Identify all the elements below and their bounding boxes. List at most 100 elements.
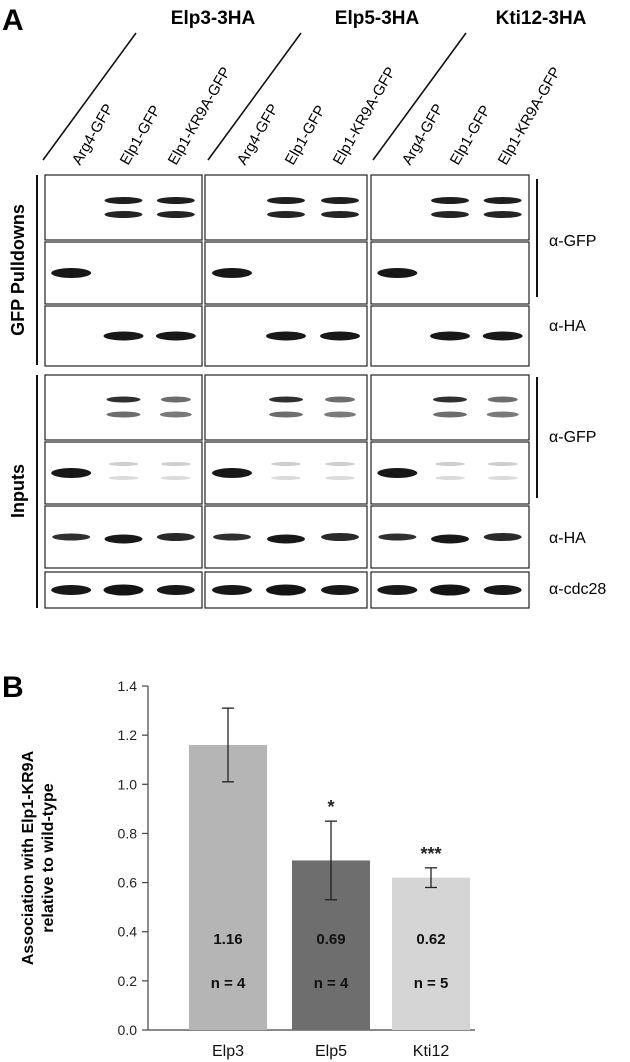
blot-band	[267, 197, 305, 204]
lane-label: Elp1-KR9A-GFP	[330, 64, 400, 168]
y-tick-label: 0.4	[118, 924, 138, 940]
blot-frame	[44, 174, 203, 241]
y-axis-title-line2: relative to wild-type	[40, 783, 57, 932]
blot-band	[52, 533, 91, 541]
lane-label: Elp1-KR9A-GFP	[165, 64, 235, 168]
blot-panel	[370, 441, 530, 505]
panel-b-letter: B	[2, 671, 24, 704]
blot-band	[433, 411, 467, 418]
blot-band	[325, 462, 355, 466]
blot-band	[487, 462, 518, 466]
blot-band	[104, 534, 143, 544]
y-tick-label: 1.2	[118, 727, 138, 743]
blot-band	[156, 211, 195, 218]
blot-panel	[204, 305, 368, 367]
panel-a-letter: A	[2, 4, 24, 37]
blot-band	[483, 211, 522, 218]
y-tick-label: 1.4	[118, 678, 138, 694]
group-line-elp3	[42, 32, 137, 161]
y-tick-label: 0.2	[118, 973, 138, 989]
blot-band	[266, 331, 306, 341]
blot-band	[377, 468, 418, 478]
blot-band	[106, 396, 141, 403]
blot-band	[377, 585, 418, 595]
blot-band	[51, 468, 92, 478]
blot-band	[106, 411, 141, 418]
bar	[189, 744, 267, 1030]
blot-band	[213, 533, 251, 541]
blot-panel	[44, 505, 203, 569]
blot-band	[321, 197, 359, 204]
y-tick-label: 0.6	[118, 875, 138, 891]
blot-band	[378, 533, 417, 541]
blot-band	[51, 585, 92, 595]
bar-n-label: n = 4	[211, 975, 246, 992]
blot-band	[431, 197, 469, 204]
group-line-elp5	[207, 32, 302, 161]
bar-value-label: 0.69	[316, 931, 345, 948]
antibody-label-gfp-pulldown: α-GFP	[549, 233, 596, 250]
blot-band	[324, 411, 356, 418]
y-tick-label: 0.8	[118, 825, 138, 841]
blot-band	[156, 585, 195, 595]
lane-labels: Arg4-GFP Elp1-GFP Elp1-KR9A-GFP Arg4-GFP…	[69, 64, 565, 168]
blot-band	[51, 268, 92, 278]
blot-band	[269, 396, 303, 403]
group-title-elp3: Elp3-3HA	[171, 8, 256, 29]
blot-band	[160, 396, 191, 403]
blot-band	[433, 396, 467, 403]
section-label-pulldowns: GFP Pulldowns	[8, 204, 28, 336]
antibody-label-cdc28: α-cdc28	[549, 581, 606, 598]
blot-panel	[370, 505, 530, 569]
bar-n-label: n = 5	[414, 975, 449, 992]
blot-band	[103, 331, 144, 341]
antibody-label-gfp-input: α-GFP	[549, 429, 596, 446]
y-tick-label: 1.0	[118, 776, 138, 792]
blot-band	[483, 197, 522, 204]
blot-panel	[44, 374, 203, 441]
bar	[392, 877, 470, 1030]
panel-a: A Elp3-3HA Elp5-3HA Kti12-3HA Arg4-GFP E…	[2, 4, 606, 609]
blot-band	[483, 585, 522, 595]
blot-band	[271, 462, 301, 466]
blot-band	[487, 396, 518, 403]
x-tick-label: Elp3	[212, 1043, 244, 1060]
blot-panel	[370, 174, 530, 241]
blot-panel	[370, 374, 530, 441]
blot-band	[325, 396, 355, 403]
blot-band	[104, 211, 143, 218]
blot-band	[156, 533, 195, 541]
significance-marker: ***	[420, 844, 441, 864]
lane-label: Arg4-GFP	[234, 101, 282, 168]
blot-panel	[370, 241, 530, 305]
blot-band	[266, 584, 306, 596]
x-tick-label: Elp5	[315, 1043, 347, 1060]
panel-b: B Association with Elp1-KR9A relative to…	[2, 671, 475, 1060]
blot-band	[486, 411, 519, 418]
x-tick-label: Kti12	[413, 1043, 450, 1060]
blot-band	[155, 331, 196, 341]
blot-band	[430, 331, 470, 341]
blot-band	[431, 211, 469, 218]
group-line-kti12	[372, 32, 467, 161]
western-blots	[44, 174, 530, 609]
blot-frame	[204, 174, 368, 241]
blot-panel	[370, 571, 530, 609]
blot-band	[160, 462, 191, 466]
lane-label: Elp1-GFP	[282, 102, 330, 168]
bar-value-label: 1.16	[213, 931, 242, 948]
blot-band	[108, 462, 139, 466]
blot-panel	[44, 241, 203, 305]
lane-label: Elp1-GFP	[447, 102, 495, 168]
blot-band	[156, 197, 195, 204]
blot-band	[487, 476, 518, 480]
blot-band	[320, 331, 360, 341]
lane-label: Elp1-GFP	[117, 102, 165, 168]
blot-band	[160, 476, 191, 480]
antibody-label-ha-pulldown: α-HA	[549, 318, 586, 335]
blot-frame	[44, 374, 203, 441]
blot-panel	[370, 305, 530, 367]
lane-group-lines	[42, 32, 467, 161]
blot-band	[212, 468, 252, 478]
